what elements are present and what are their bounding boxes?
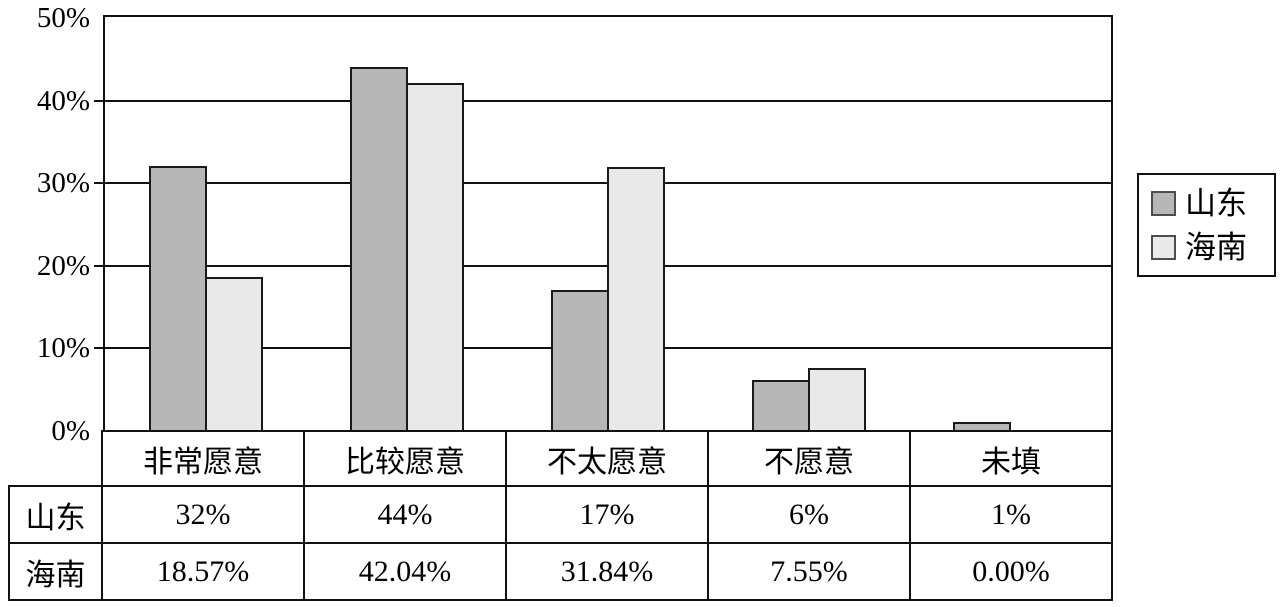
y-axis-label: 10% bbox=[36, 332, 90, 364]
legend-label-hainan: 海南 bbox=[1185, 229, 1247, 265]
category-header: 非常愿意 bbox=[103, 430, 305, 487]
bar-series2-cat3 bbox=[607, 167, 665, 430]
legend-swatch-shandong bbox=[1151, 190, 1176, 216]
legend-swatch-hainan bbox=[1151, 234, 1176, 260]
table-value: 18.57% bbox=[103, 544, 305, 601]
plot-area bbox=[103, 15, 1113, 432]
bar-series2-cat2 bbox=[405, 83, 464, 430]
table-value: 42.04% bbox=[305, 544, 507, 601]
legend-item-hainan: 海南 bbox=[1151, 232, 1274, 263]
y-axis-label: 40% bbox=[36, 85, 90, 117]
data-table: 非常愿意 比较愿意 不太愿意 不愿意 未填 山东 32% 44% 17% 6% … bbox=[8, 430, 1113, 601]
bar-series2-cat1 bbox=[204, 277, 263, 430]
table-value: 31.84% bbox=[507, 544, 709, 601]
category-header: 比较愿意 bbox=[305, 430, 507, 487]
table-value: 7.55% bbox=[709, 544, 911, 601]
bar-group-2 bbox=[306, 17, 507, 430]
bar-series1-cat3 bbox=[551, 290, 609, 430]
y-axis-label: 30% bbox=[36, 167, 90, 199]
table-value: 0.00% bbox=[911, 544, 1113, 601]
y-axis-tick bbox=[94, 182, 103, 184]
row-label-shandong: 山东 bbox=[8, 487, 103, 544]
bar-group-3 bbox=[507, 17, 708, 430]
y-axis-tick bbox=[94, 347, 103, 349]
legend-item-shandong: 山东 bbox=[1151, 188, 1274, 219]
bar-group-1 bbox=[105, 17, 306, 430]
gridline bbox=[103, 100, 1113, 102]
table-value: 6% bbox=[709, 487, 911, 544]
category-header: 不愿意 bbox=[709, 430, 911, 487]
table-corner-cell bbox=[8, 430, 103, 487]
bar-series1-cat2 bbox=[349, 67, 408, 430]
table-value: 32% bbox=[103, 487, 305, 544]
bar-group-4 bbox=[709, 17, 910, 430]
y-axis-label: 50% bbox=[36, 2, 90, 34]
category-header: 不太愿意 bbox=[507, 430, 709, 487]
y-axis-tick bbox=[94, 265, 103, 267]
bar-series1-cat4 bbox=[752, 380, 811, 430]
bar-series2-cat4 bbox=[808, 368, 867, 430]
bar-series1-cat1 bbox=[148, 166, 207, 430]
table-value: 1% bbox=[911, 487, 1113, 544]
table-value: 44% bbox=[305, 487, 507, 544]
y-axis-tick bbox=[94, 100, 103, 102]
y-axis-label: 20% bbox=[36, 250, 90, 282]
legend-box: 山东 海南 bbox=[1137, 173, 1276, 277]
bar-group-5 bbox=[910, 17, 1111, 430]
bar-series1-cat5 bbox=[953, 422, 1012, 430]
table-value: 17% bbox=[507, 487, 709, 544]
y-axis-label: 0% bbox=[51, 415, 90, 447]
category-header: 未填 bbox=[911, 430, 1113, 487]
row-label-hainan: 海南 bbox=[8, 544, 103, 601]
legend-label-shandong: 山东 bbox=[1185, 185, 1247, 221]
bar-groups bbox=[105, 17, 1111, 430]
